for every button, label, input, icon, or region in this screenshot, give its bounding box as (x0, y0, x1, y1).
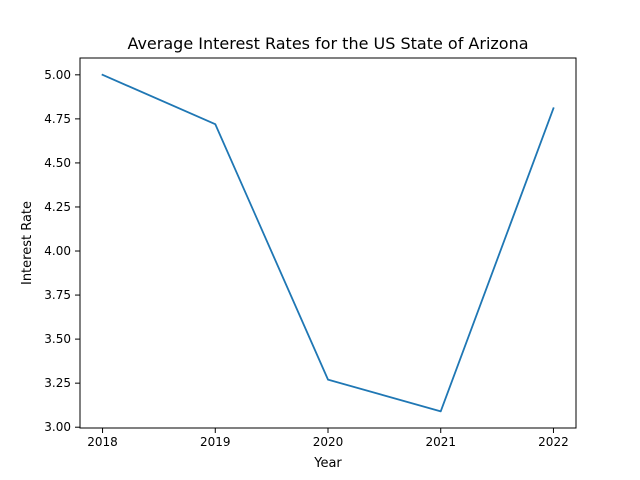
series-line-0 (101, 73, 555, 413)
y-tick-label-4.50: 4.50 (44, 156, 71, 170)
x-tick-label-2019: 2019 (200, 435, 231, 449)
x-tick-label-2022: 2022 (538, 435, 569, 449)
chart-title: Average Interest Rates for the US State … (127, 34, 528, 53)
y-tick-label-5.00: 5.00 (44, 68, 71, 82)
y-tick-label-4.00: 4.00 (44, 244, 71, 258)
plot-area (79, 57, 577, 429)
x-axis: 2018 2019 2020 2021 2022 (87, 428, 569, 449)
x-tick-label-2018: 2018 (87, 435, 118, 449)
y-tick-label-4.75: 4.75 (44, 112, 71, 126)
y-tick-label-3.00: 3.00 (44, 420, 71, 434)
x-tick-label-2020: 2020 (313, 435, 344, 449)
y-axis: 3.00 3.25 3.50 3.75 4.00 4.25 4.50 4.75 5.00 (44, 68, 80, 434)
y-tick-label-3.75: 3.75 (44, 288, 71, 302)
x-axis-label: Year (313, 456, 342, 471)
y-tick-label-3.50: 3.50 (44, 332, 71, 346)
x-tick-label-2021: 2021 (425, 435, 456, 449)
y-tick-label-3.25: 3.25 (44, 376, 71, 390)
plot-background (80, 58, 576, 428)
y-axis-label: Interest Rate (20, 201, 35, 285)
y-tick-label-4.25: 4.25 (44, 200, 71, 214)
series-layer (101, 73, 555, 413)
